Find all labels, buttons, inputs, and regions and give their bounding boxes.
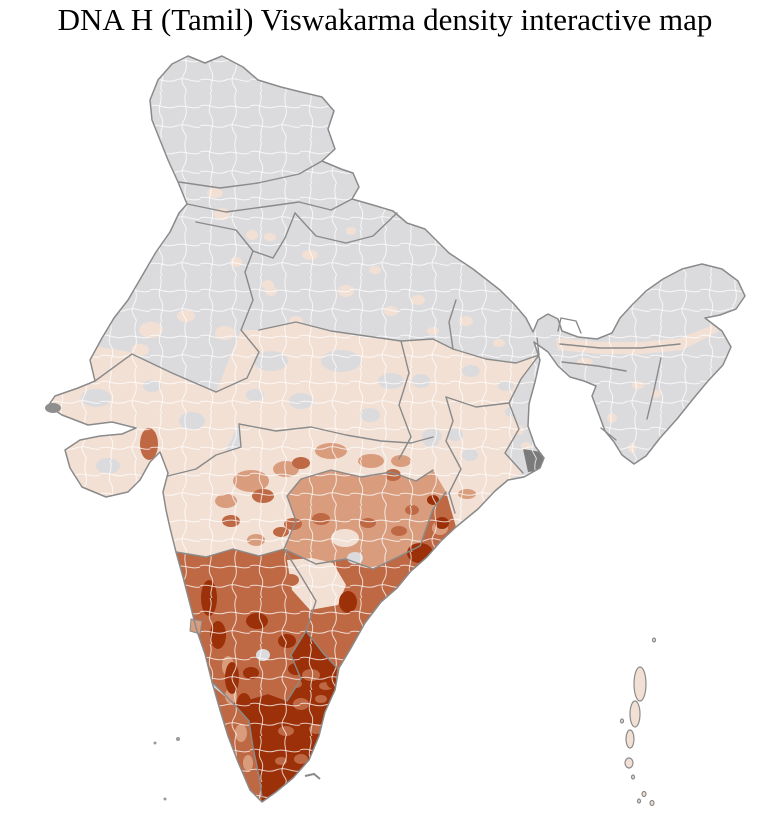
state-border-line [600,427,617,441]
state-border-line [178,160,323,189]
state-border-line [211,681,234,704]
district-shape[interactable] [104,301,118,311]
andaman-nicobar-islands[interactable] [619,637,657,807]
island-shape[interactable] [633,666,647,702]
state-border-line [258,321,454,350]
page-title: DNA H (Tamil) Viswakarma density interac… [57,2,713,37]
state-border-line [238,423,434,444]
island-shape[interactable] [163,797,167,801]
state-border-line [286,630,307,702]
state-border-line [195,221,254,273]
island-shape[interactable] [630,774,636,780]
state-border-line [398,340,412,460]
island-shape[interactable] [176,737,180,741]
state-border-line [186,198,353,213]
kutch-marsh-island [45,403,61,413]
island-shape[interactable] [625,729,635,749]
state-border-line [283,491,447,570]
state-borders [94,160,681,798]
island-shape[interactable] [651,637,657,643]
state-border-line [283,469,434,550]
island-shape[interactable] [649,799,655,807]
state-border-line [646,357,662,420]
state-border-line [232,702,263,798]
district-boundaries-mesh [48,56,745,802]
lakshadweep-islands[interactable] [153,737,181,801]
state-border-line [94,353,217,393]
state-border-line [294,212,398,244]
state-border-line [452,337,540,364]
island-shape[interactable] [153,741,157,745]
state-border-line [561,361,627,372]
state-border-line [167,423,242,477]
state-border-line [445,396,510,408]
india-coastline [47,55,746,803]
island-shape[interactable] [636,798,642,804]
state-border-line [283,548,338,669]
state-border-line [175,548,285,558]
island-shape[interactable] [624,757,634,769]
state-border-line [252,212,296,259]
island-shape[interactable] [629,700,641,728]
state-border-line [448,299,457,350]
rameswaram-spit [304,772,321,780]
state-border-line [215,271,260,393]
island-shape[interactable] [619,718,625,724]
state-border-line [445,396,462,514]
state-border-line [504,354,540,474]
state-border-line [559,343,681,349]
island-shape[interactable] [641,790,647,798]
